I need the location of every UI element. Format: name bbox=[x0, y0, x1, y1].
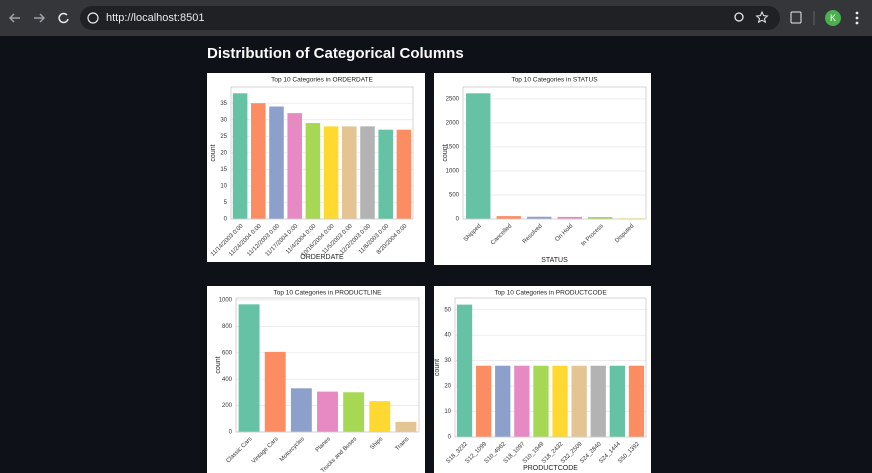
forward-button[interactable] bbox=[34, 13, 46, 23]
bar bbox=[305, 123, 321, 219]
page-heading: Distribution of Categorical Columns bbox=[207, 45, 464, 62]
address-bar[interactable] bbox=[80, 6, 780, 30]
y-tick-label: 400 bbox=[222, 377, 233, 383]
y-tick-label: 800 bbox=[222, 324, 233, 330]
y-axis-label: count bbox=[434, 359, 441, 376]
y-axis-label: count bbox=[442, 144, 449, 161]
y-tick-label: 0 bbox=[456, 217, 460, 223]
y-tick-label: 20 bbox=[444, 384, 451, 390]
bar bbox=[557, 216, 582, 219]
back-button[interactable] bbox=[8, 13, 20, 23]
plot-frame bbox=[235, 297, 420, 433]
y-tick-label: 10 bbox=[220, 183, 227, 189]
y-tick-label: 200 bbox=[222, 403, 233, 409]
y-tick-label: 30 bbox=[444, 358, 451, 364]
bar bbox=[232, 93, 248, 219]
chart-title: Top 10 Categories in STATUS bbox=[511, 77, 598, 84]
bar bbox=[590, 365, 606, 437]
x-axis-label: PRODUCTCODE bbox=[523, 465, 578, 472]
bar bbox=[369, 401, 391, 432]
bar bbox=[552, 365, 568, 437]
bar bbox=[269, 106, 284, 219]
bookmark-icon[interactable] bbox=[755, 10, 769, 24]
bar bbox=[495, 365, 511, 437]
bar bbox=[395, 421, 417, 432]
y-tick-label: 5 bbox=[224, 200, 228, 206]
bar bbox=[238, 304, 260, 432]
bar bbox=[588, 217, 613, 219]
bar bbox=[317, 391, 338, 432]
y-tick-label: 1000 bbox=[446, 169, 460, 175]
y-axis-label: count bbox=[210, 144, 217, 161]
y-tick-label: 30 bbox=[220, 117, 227, 123]
plot-frame bbox=[462, 86, 647, 220]
bar bbox=[476, 365, 492, 437]
url: http://localhost:8501 bbox=[106, 12, 204, 24]
y-tick-label: 40 bbox=[444, 333, 451, 339]
y-tick-label: 10 bbox=[444, 409, 451, 415]
bar bbox=[496, 216, 521, 219]
y-tick-label: 20 bbox=[220, 150, 227, 156]
y-tick-label: 15 bbox=[220, 167, 227, 173]
plot-frame bbox=[454, 297, 647, 438]
bar bbox=[264, 351, 286, 432]
extensions-icon[interactable] bbox=[790, 11, 802, 24]
chart-title: Top 10 Categories in PRODUCTCODE bbox=[494, 290, 607, 297]
bar bbox=[609, 365, 625, 437]
bar bbox=[343, 392, 365, 432]
bar bbox=[628, 365, 645, 437]
y-tick-label: 2500 bbox=[446, 96, 460, 102]
bar bbox=[360, 126, 375, 219]
bar bbox=[456, 304, 473, 437]
y-tick-label: 0 bbox=[448, 435, 452, 441]
y-tick-label: 0 bbox=[224, 217, 228, 223]
bar bbox=[466, 93, 491, 219]
y-tick-label: 500 bbox=[449, 193, 460, 199]
x-axis-label: ORDERDATE bbox=[300, 254, 344, 261]
reload-button[interactable] bbox=[58, 12, 69, 24]
plot-frame bbox=[230, 86, 414, 220]
bar bbox=[287, 113, 302, 219]
y-tick-label: 600 bbox=[222, 350, 233, 356]
bar bbox=[342, 126, 357, 219]
y-tick-label: 50 bbox=[444, 307, 451, 313]
profile-avatar[interactable] bbox=[825, 10, 841, 26]
bar bbox=[514, 365, 530, 437]
y-tick-label: 25 bbox=[220, 134, 227, 140]
bar bbox=[290, 388, 312, 432]
y-tick-label: 1000 bbox=[219, 298, 233, 304]
y-tick-label: 35 bbox=[220, 101, 227, 107]
bar bbox=[527, 216, 552, 219]
bar bbox=[533, 365, 549, 437]
bar bbox=[378, 129, 393, 219]
bar bbox=[396, 129, 412, 219]
bar bbox=[323, 126, 339, 219]
bar bbox=[571, 365, 587, 437]
site-info-icon[interactable] bbox=[87, 12, 99, 24]
zoom-icon[interactable] bbox=[734, 12, 744, 22]
y-axis-label: count bbox=[215, 356, 222, 373]
chart-title: Top 10 Categories in PRODUCTLINE bbox=[273, 290, 382, 297]
avatar-letter: K bbox=[830, 13, 836, 23]
y-tick-label: 1500 bbox=[446, 145, 460, 151]
x-axis-label: STATUS bbox=[541, 257, 568, 264]
bar bbox=[251, 103, 266, 219]
y-tick-label: 2000 bbox=[446, 121, 460, 127]
y-tick-label: 0 bbox=[229, 430, 233, 436]
menu-icon[interactable] bbox=[855, 11, 859, 25]
chart-title: Top 10 Categories in ORDERDATE bbox=[271, 77, 373, 84]
